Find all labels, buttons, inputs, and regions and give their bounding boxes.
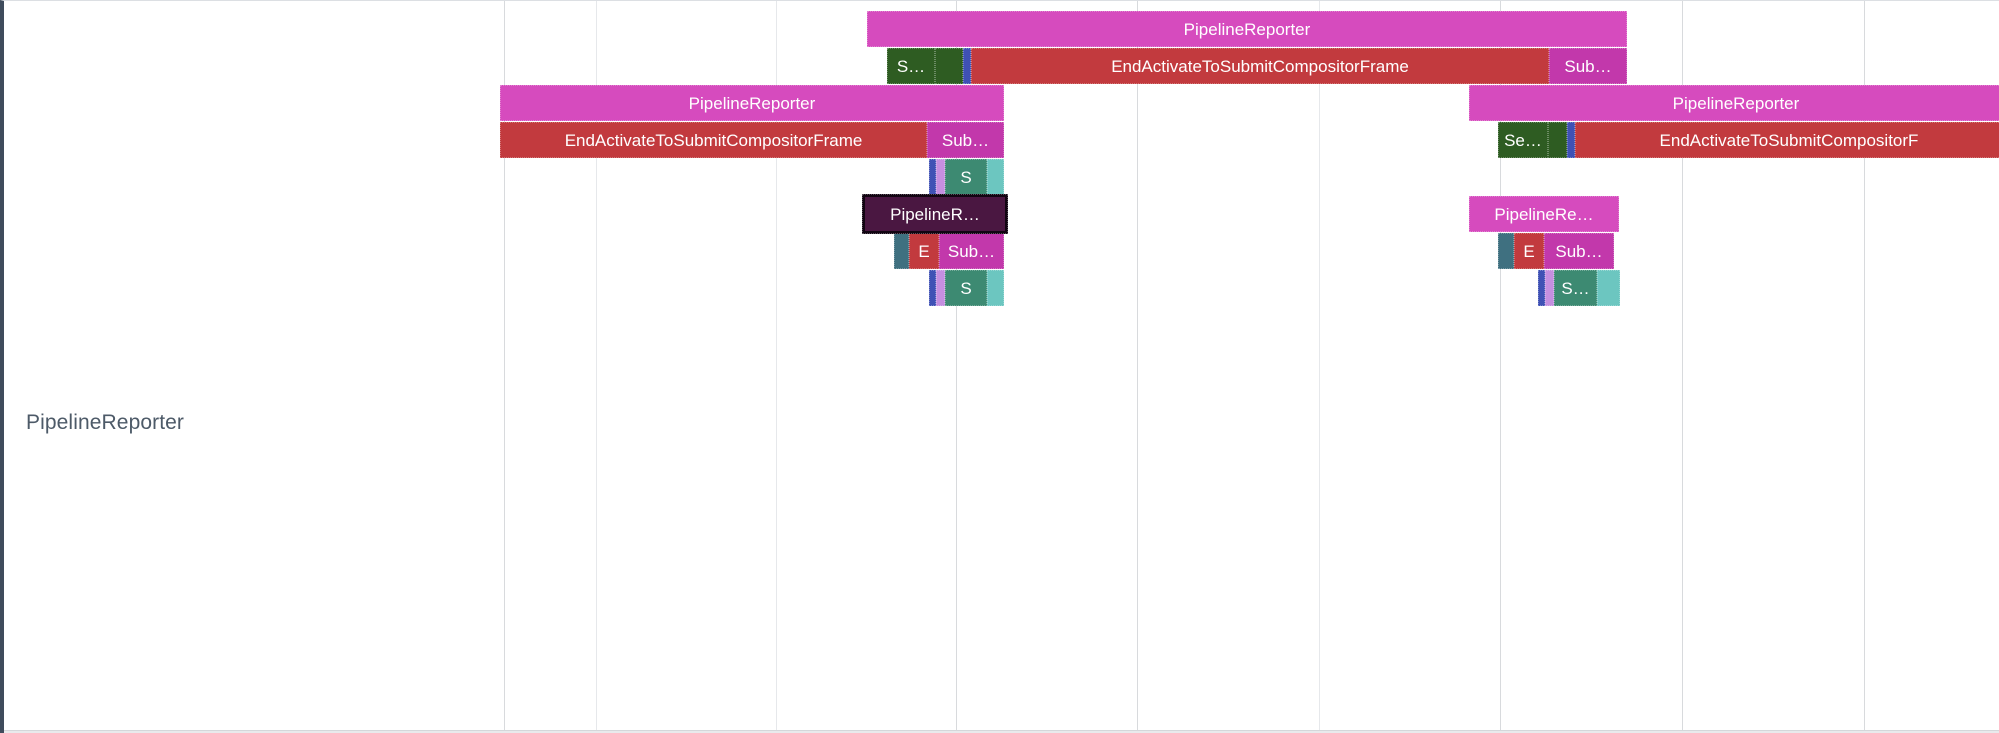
pipeline-reporter-left-sel[interactable]: PipelineR…: [862, 194, 1008, 234]
track-label: PipelineReporter: [26, 411, 185, 434]
swap-right7-label: S…: [1561, 278, 1590, 298]
submit-compositor-right6-label: Sub…: [1555, 241, 1603, 261]
teal-tail-left4[interactable]: [987, 159, 1004, 195]
pipeline-reporter-right2[interactable]: PipelineRe…: [1469, 196, 1619, 232]
end-activate-right-label: EndActivateToSubmitCompositorF: [1659, 130, 1919, 150]
send-begin-frame-right[interactable]: Se…: [1498, 122, 1548, 158]
green-segment-right[interactable]: [1548, 122, 1567, 158]
blue-thin-left7[interactable]: [929, 270, 936, 306]
cluster-top: PipelineReporter S… EndActivateToSubmitCom…: [4, 1, 1999, 733]
blue-segment-right[interactable]: [1567, 122, 1575, 158]
pipeline-reporter-left-sel-label: PipelineR…: [890, 204, 980, 224]
violet-thin-left4[interactable]: [936, 159, 945, 195]
teal-tail-left7[interactable]: [987, 270, 1004, 306]
pipeline-reporter-right[interactable]: PipelineReporter: [1469, 85, 1999, 121]
blue-thin-left4[interactable]: [929, 159, 936, 195]
end-activate-right6[interactable]: E: [1514, 233, 1544, 269]
pipeline-reporter-right2-label: PipelineRe…: [1494, 204, 1594, 224]
slate-thin-right6[interactable]: [1498, 233, 1514, 269]
slate-thin-left6[interactable]: [894, 233, 909, 269]
green-segment-top[interactable]: [935, 48, 963, 84]
cluster-right: PipelineReporter Se… EndActivateToSubmitCo…: [4, 1, 1999, 733]
blue-thin-right7[interactable]: [1538, 270, 1545, 306]
pipeline-reporter-right-label: PipelineReporter: [1672, 93, 1800, 113]
pipeline-reporter-top[interactable]: PipelineReporter: [867, 11, 1627, 47]
submit-compositor-right6[interactable]: Sub…: [1544, 233, 1614, 269]
horizontal-scrollbar[interactable]: [4, 730, 1999, 733]
blue-segment-top[interactable]: [963, 48, 971, 84]
end-activate-right6-label: E: [1523, 241, 1535, 261]
violet-thin-left7[interactable]: [936, 270, 945, 306]
teal-tail-right7[interactable]: [1597, 270, 1620, 306]
end-activate-right[interactable]: EndActivateToSubmitCompositorF: [1575, 122, 1999, 158]
violet-thin-right7[interactable]: [1545, 270, 1554, 306]
send-begin-frame-right-label: Se…: [1504, 130, 1542, 150]
swap-right7[interactable]: S…: [1554, 270, 1597, 306]
